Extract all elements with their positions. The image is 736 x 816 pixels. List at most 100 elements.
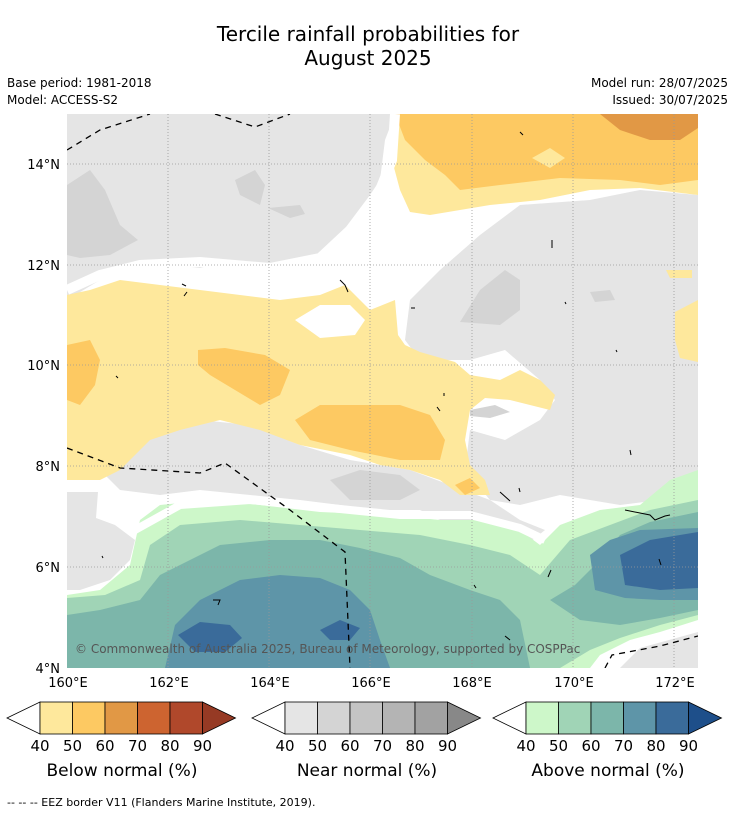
colorbar-tick-label: 60 bbox=[95, 737, 114, 755]
colorbar-tick-label: 90 bbox=[679, 737, 698, 755]
colorbar-tick-label: 50 bbox=[308, 737, 327, 755]
eez-footer-note: -- -- -- EEZ border V11 (Flanders Marine… bbox=[7, 796, 316, 809]
near-normal-east-region bbox=[405, 190, 698, 505]
colorbar-tick-label: 80 bbox=[646, 737, 665, 755]
near-normal-west-region bbox=[67, 492, 135, 590]
colorbar-tick-label: 60 bbox=[340, 737, 359, 755]
colorbar-segment bbox=[590, 701, 624, 735]
longitude-ticks: 160°E 162°E 164°E 166°E 168°E 170°E 172°… bbox=[48, 676, 695, 691]
colorbar-extend-high bbox=[202, 701, 237, 735]
copyright-text: © Commonwealth of Australia 2025, Bureau… bbox=[75, 642, 580, 656]
lon-tick: 162°E bbox=[149, 676, 189, 691]
latitude-ticks: 14°N 12°N 10°N 8°N 6°N 4°N bbox=[27, 158, 60, 677]
above-normal-west-80-b bbox=[320, 620, 360, 640]
lat-tick: 8°N bbox=[36, 460, 61, 475]
colorbar-segment bbox=[525, 701, 559, 735]
below-normal-label: Below normal (%) bbox=[46, 761, 198, 781]
above-normal-east-80 bbox=[620, 532, 698, 590]
colorbar-tick-label: 40 bbox=[516, 737, 535, 755]
colorbar-segment bbox=[349, 701, 383, 735]
map-area: © Commonwealth of Australia 2025, Bureau… bbox=[67, 114, 698, 668]
colorbar-tick-label: 70 bbox=[373, 737, 392, 755]
colorbar-segment bbox=[382, 701, 416, 735]
colorbar-segment bbox=[414, 701, 448, 735]
near-normal-label: Near normal (%) bbox=[296, 761, 438, 781]
title-line-2: August 2025 bbox=[304, 46, 432, 70]
lon-tick: 164°E bbox=[250, 676, 290, 691]
meta-right: Model run: 28/07/2025 Issued: 30/07/2025 bbox=[591, 75, 728, 109]
colorbar-segment bbox=[655, 701, 689, 735]
colorbar-extend-low bbox=[251, 701, 286, 735]
lat-tick: 14°N bbox=[27, 158, 60, 173]
lat-tick: 4°N bbox=[36, 662, 61, 677]
colorbar-segment bbox=[284, 701, 318, 735]
below-normal-north-60 bbox=[600, 114, 698, 140]
eez-borders bbox=[67, 114, 698, 668]
model-name: Model: ACCESS-S2 bbox=[7, 93, 119, 107]
below-normal-central-50-small bbox=[455, 478, 480, 495]
lon-tick: 160°E bbox=[48, 676, 88, 691]
islands bbox=[101, 131, 671, 641]
near-normal-small-dark-2 bbox=[268, 205, 305, 218]
colorbar-tick-label: 70 bbox=[128, 737, 147, 755]
issued-date: Issued: 30/07/2025 bbox=[612, 93, 728, 107]
near-normal-colorbar: 40 50 60 70 80 90 bbox=[251, 701, 482, 755]
above-normal-label: Above normal (%) bbox=[531, 761, 685, 781]
colorbar-tick-label: 40 bbox=[275, 737, 294, 755]
category-boundary-south bbox=[133, 495, 547, 544]
colorbar-segment bbox=[104, 701, 138, 735]
colorbar-segment bbox=[558, 701, 592, 735]
colorbar-tick-label: 90 bbox=[438, 737, 457, 755]
colorbar-segment bbox=[72, 701, 106, 735]
near-normal-center-dark bbox=[330, 470, 420, 500]
colorbar-tick-label: 60 bbox=[581, 737, 600, 755]
lon-tick: 172°E bbox=[655, 676, 695, 691]
near-normal-small-dark-1 bbox=[235, 170, 265, 205]
lat-tick: 10°N bbox=[27, 359, 60, 374]
white-pocket-central bbox=[295, 305, 365, 338]
above-normal-west-80-a bbox=[178, 622, 242, 652]
below-normal-north-small bbox=[532, 148, 565, 168]
colorbars: 40 50 60 70 80 90 40 50 60 70 80 90 40 50 60 70 80 90 bbox=[6, 701, 723, 755]
below-normal-east-bit bbox=[666, 270, 692, 278]
map-title: Tercile rainfall probabilities for Augus… bbox=[0, 22, 736, 70]
colorbar-tick-label: 70 bbox=[614, 737, 633, 755]
colorbar-tick-label: 50 bbox=[63, 737, 82, 755]
colorbar-extend-high bbox=[447, 701, 482, 735]
colorbar-tick-label: 50 bbox=[549, 737, 568, 755]
near-normal-east-dark bbox=[460, 270, 520, 325]
below-normal-east-strip bbox=[675, 300, 698, 362]
near-normal-north-dark bbox=[67, 170, 138, 258]
colorbar-segment bbox=[623, 701, 657, 735]
lat-tick: 6°N bbox=[36, 561, 61, 576]
base-period: Base period: 1981-2018 bbox=[7, 76, 152, 90]
near-normal-center-dark-2 bbox=[470, 405, 510, 418]
colorbar-extend-low bbox=[6, 701, 41, 735]
colorbar-segment bbox=[137, 701, 171, 735]
colorbar-segment bbox=[317, 701, 351, 735]
grid-lines bbox=[67, 114, 698, 668]
colorbar-segment bbox=[169, 701, 203, 735]
above-normal-colorbar: 40 50 60 70 80 90 bbox=[492, 701, 723, 755]
near-normal-north-region bbox=[67, 114, 395, 300]
lat-tick: 12°N bbox=[27, 259, 60, 274]
colorbar-extend-high bbox=[688, 701, 723, 735]
colorbar-tick-label: 80 bbox=[405, 737, 424, 755]
lon-tick: 170°E bbox=[554, 676, 594, 691]
model-run: Model run: 28/07/2025 bbox=[590, 76, 728, 90]
colorbar-segment bbox=[39, 701, 73, 735]
colorbar-tick-label: 80 bbox=[160, 737, 179, 755]
meta-left: Base period: 1981-2018 Model: ACCESS-S2 bbox=[7, 75, 152, 109]
category-boundary-north bbox=[67, 114, 400, 295]
title-line-1: Tercile rainfall probabilities for bbox=[216, 22, 520, 46]
below-normal-central-50-middle bbox=[198, 348, 290, 405]
colorbar-tick-label: 40 bbox=[30, 737, 49, 755]
lon-tick: 168°E bbox=[452, 676, 492, 691]
near-normal-east-dark-2 bbox=[590, 290, 615, 302]
below-normal-colorbar: 40 50 60 70 80 90 bbox=[6, 701, 237, 755]
colorbar-extend-low bbox=[492, 701, 527, 735]
lon-tick: 166°E bbox=[351, 676, 391, 691]
below-normal-central-50-west bbox=[67, 340, 100, 405]
colorbar-tick-label: 90 bbox=[193, 737, 212, 755]
